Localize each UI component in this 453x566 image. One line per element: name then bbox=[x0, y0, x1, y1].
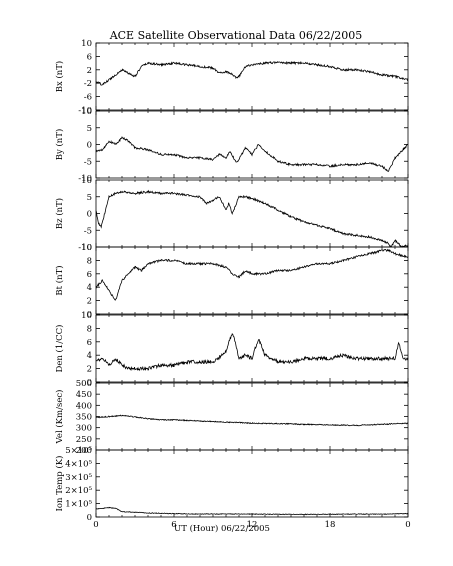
series-line-vel bbox=[95, 414, 409, 427]
y-tick-label: 4 bbox=[87, 283, 92, 293]
y-tick-label: 6 bbox=[87, 270, 92, 280]
x-tick-label: 0 bbox=[405, 520, 410, 530]
y-tick-label: -5 bbox=[84, 157, 92, 167]
y-tick-label: 2 bbox=[87, 66, 92, 76]
y-tick-label: 8 bbox=[87, 256, 92, 266]
panel-by: 10 5 0 -5 -10 By (nT) bbox=[54, 107, 409, 184]
panel-frame bbox=[95, 42, 409, 111]
y-tick-label: 3×10⁵ bbox=[65, 473, 92, 483]
y-tick-label: -6 bbox=[84, 93, 92, 103]
y-tick-label: 5 bbox=[87, 193, 92, 203]
chart-title: ACE Satellite Observational Data 06/22/2… bbox=[109, 29, 363, 42]
y-tick-label: 300 bbox=[76, 424, 92, 434]
y-tick-label: 10 bbox=[81, 311, 92, 321]
series-line-bz bbox=[95, 189, 409, 248]
y-axis-label-temp: Ion Temp (K) bbox=[54, 456, 65, 512]
y-tick-label: 0 bbox=[87, 310, 92, 320]
y-axis-label-by: By (nT) bbox=[54, 129, 65, 161]
y-tick-label: 250 bbox=[76, 435, 92, 445]
panel-frame bbox=[95, 110, 409, 179]
y-tick-label: 8 bbox=[87, 324, 92, 334]
y-tick-label: 10 bbox=[81, 107, 92, 117]
y-tick-label: 0 bbox=[87, 210, 92, 220]
x-tick-labels: 0 6 12 18 0 bbox=[93, 520, 410, 530]
y-tick-label: 2 bbox=[87, 297, 92, 307]
y-tick-label: 10 bbox=[81, 39, 92, 49]
y-tick-label: 10 bbox=[81, 243, 92, 253]
panel-bt: 10 8 6 4 2 0 Bt (nT) bbox=[54, 243, 409, 320]
y-tick-label: 2×10⁵ bbox=[65, 486, 92, 496]
y-tick-label: 0 bbox=[87, 378, 92, 388]
y-tick-label: 2 bbox=[87, 365, 92, 375]
y-tick-label: 6 bbox=[87, 52, 92, 62]
panel-frame bbox=[95, 382, 409, 451]
y-axis-label-vel: Vel (Km/sec) bbox=[54, 390, 65, 445]
y-tick-label: 500 bbox=[76, 379, 92, 389]
chart-panels: 10 6 2 -2 -6 -10 Bx (nT) 10 5 0 -5 -10 By (nT) 10 5 0 -5… bbox=[54, 39, 409, 523]
y-tick-label: -2 bbox=[84, 79, 92, 89]
y-tick-label: 5×10⁵ bbox=[65, 446, 92, 456]
panel-frame bbox=[95, 449, 409, 518]
series-line-temp bbox=[95, 506, 409, 516]
y-tick-label: 0 bbox=[87, 141, 92, 151]
series-line-bx bbox=[95, 60, 408, 86]
y-tick-label: 200 bbox=[76, 446, 92, 456]
panel-bz: 10 5 0 -5 -10 Bz (nT) bbox=[54, 176, 409, 253]
y-tick-label: 6 bbox=[87, 338, 92, 348]
series-line-by bbox=[95, 136, 409, 173]
x-axis-title: UT (Hour) 06/22/2005 bbox=[174, 523, 270, 534]
y-axis-label-bt: Bt (nT) bbox=[54, 265, 65, 295]
y-tick-label: 400 bbox=[76, 401, 92, 411]
panel-frame bbox=[95, 314, 409, 383]
panel-den: 10 8 6 4 2 0 Den (1/CC) bbox=[54, 311, 409, 388]
y-tick-label: 350 bbox=[76, 413, 92, 423]
panel-bx: 10 6 2 -2 -6 -10 Bx (nT) bbox=[54, 39, 409, 116]
y-tick-label: -5 bbox=[84, 226, 92, 236]
panel-temp: 5×10⁵ 4×10⁵ 3×10⁵ 2×10⁵ 1×10⁵ 0 Ion Temp (K) bbox=[54, 446, 409, 523]
x-tick-label: 6 bbox=[171, 520, 176, 530]
series-line-bt bbox=[95, 248, 409, 301]
panel-frame bbox=[95, 246, 409, 315]
y-tick-label: -10 bbox=[78, 243, 92, 253]
y-axis-label-den: Den (1/CC) bbox=[54, 325, 65, 373]
y-tick-label: 10 bbox=[81, 176, 92, 186]
y-axis-label-bx: Bx (nT) bbox=[54, 61, 65, 93]
y-tick-label: 4×10⁵ bbox=[65, 459, 92, 469]
y-tick-label: 4 bbox=[87, 351, 92, 361]
series-line-den bbox=[96, 333, 409, 372]
y-tick-label: -10 bbox=[78, 174, 92, 184]
y-tick-label: 1×10⁵ bbox=[65, 500, 92, 510]
y-tick-label: 0 bbox=[87, 513, 92, 523]
x-tick-label: 0 bbox=[93, 520, 98, 530]
y-tick-label: 450 bbox=[76, 390, 92, 400]
x-tick-label: 18 bbox=[325, 520, 336, 530]
x-tick-label: 12 bbox=[247, 520, 258, 530]
y-tick-label: -10 bbox=[78, 106, 92, 116]
y-axis-label-bz: Bz (nT) bbox=[54, 198, 65, 229]
y-tick-label: 5 bbox=[87, 124, 92, 134]
